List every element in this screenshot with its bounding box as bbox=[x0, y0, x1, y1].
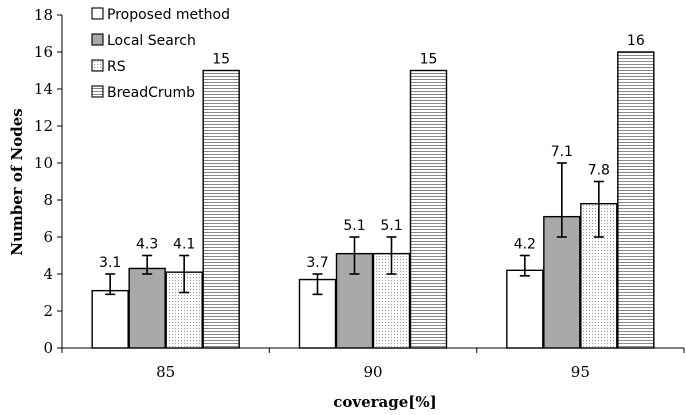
legend-label: Local Search bbox=[107, 33, 196, 49]
legend-label: Proposed method bbox=[107, 7, 230, 23]
y-tick-label: 12 bbox=[34, 117, 53, 135]
legend-swatch bbox=[91, 7, 104, 20]
data-label: 5.1 bbox=[380, 218, 402, 234]
bar bbox=[91, 289, 129, 349]
bar bbox=[617, 51, 655, 349]
y-tick-label: 8 bbox=[43, 191, 53, 209]
legend-swatch bbox=[91, 85, 104, 98]
x-axis-title: coverage[%] bbox=[333, 393, 437, 411]
bar bbox=[506, 269, 544, 349]
data-label: 3.1 bbox=[99, 255, 121, 271]
x-tick-label: 90 bbox=[363, 363, 382, 381]
data-label: 7.1 bbox=[551, 144, 573, 160]
y-tick-label: 4 bbox=[43, 265, 53, 283]
bar bbox=[409, 69, 448, 349]
legend: Proposed method Local Search RS BreadCrumb bbox=[91, 7, 230, 101]
y-tick-label: 10 bbox=[34, 154, 53, 172]
bar bbox=[128, 267, 166, 349]
data-label: 16 bbox=[627, 33, 645, 49]
y-tick-label: 6 bbox=[43, 228, 53, 246]
data-label: 4.2 bbox=[514, 237, 536, 253]
legend-label: RS bbox=[107, 59, 126, 75]
plot-area: 0 2 4 6 8 10 12 14 16 18 85 90 95 bbox=[34, 6, 685, 381]
legend-swatch bbox=[91, 59, 104, 72]
data-label: 7.8 bbox=[588, 163, 610, 179]
data-label: 15 bbox=[420, 52, 438, 68]
y-axis-title: Number of Nodes bbox=[8, 108, 26, 256]
bars-layer bbox=[91, 51, 655, 349]
data-label: 5.1 bbox=[343, 218, 365, 234]
y-tick-label: 14 bbox=[34, 80, 53, 98]
data-label: 15 bbox=[212, 52, 230, 68]
y-tick-label: 16 bbox=[34, 43, 53, 61]
y-tick-label: 2 bbox=[43, 302, 53, 320]
bar bbox=[202, 69, 240, 349]
y-tick-label: 0 bbox=[43, 339, 53, 357]
legend-label: BreadCrumb bbox=[107, 85, 195, 101]
legend-swatch bbox=[91, 33, 104, 46]
data-label: 4.1 bbox=[173, 237, 195, 253]
data-label: 4.3 bbox=[136, 237, 158, 253]
y-tick-label: 18 bbox=[34, 6, 53, 24]
data-label: 3.7 bbox=[306, 255, 328, 271]
x-tick-label: 85 bbox=[156, 363, 175, 381]
labels-layer: 3.1 4.3 4.1 15 3.7 5.1 5.1 15 4.2 7.1 7.8 16 bbox=[99, 33, 645, 271]
x-tick-label: 95 bbox=[571, 363, 590, 381]
